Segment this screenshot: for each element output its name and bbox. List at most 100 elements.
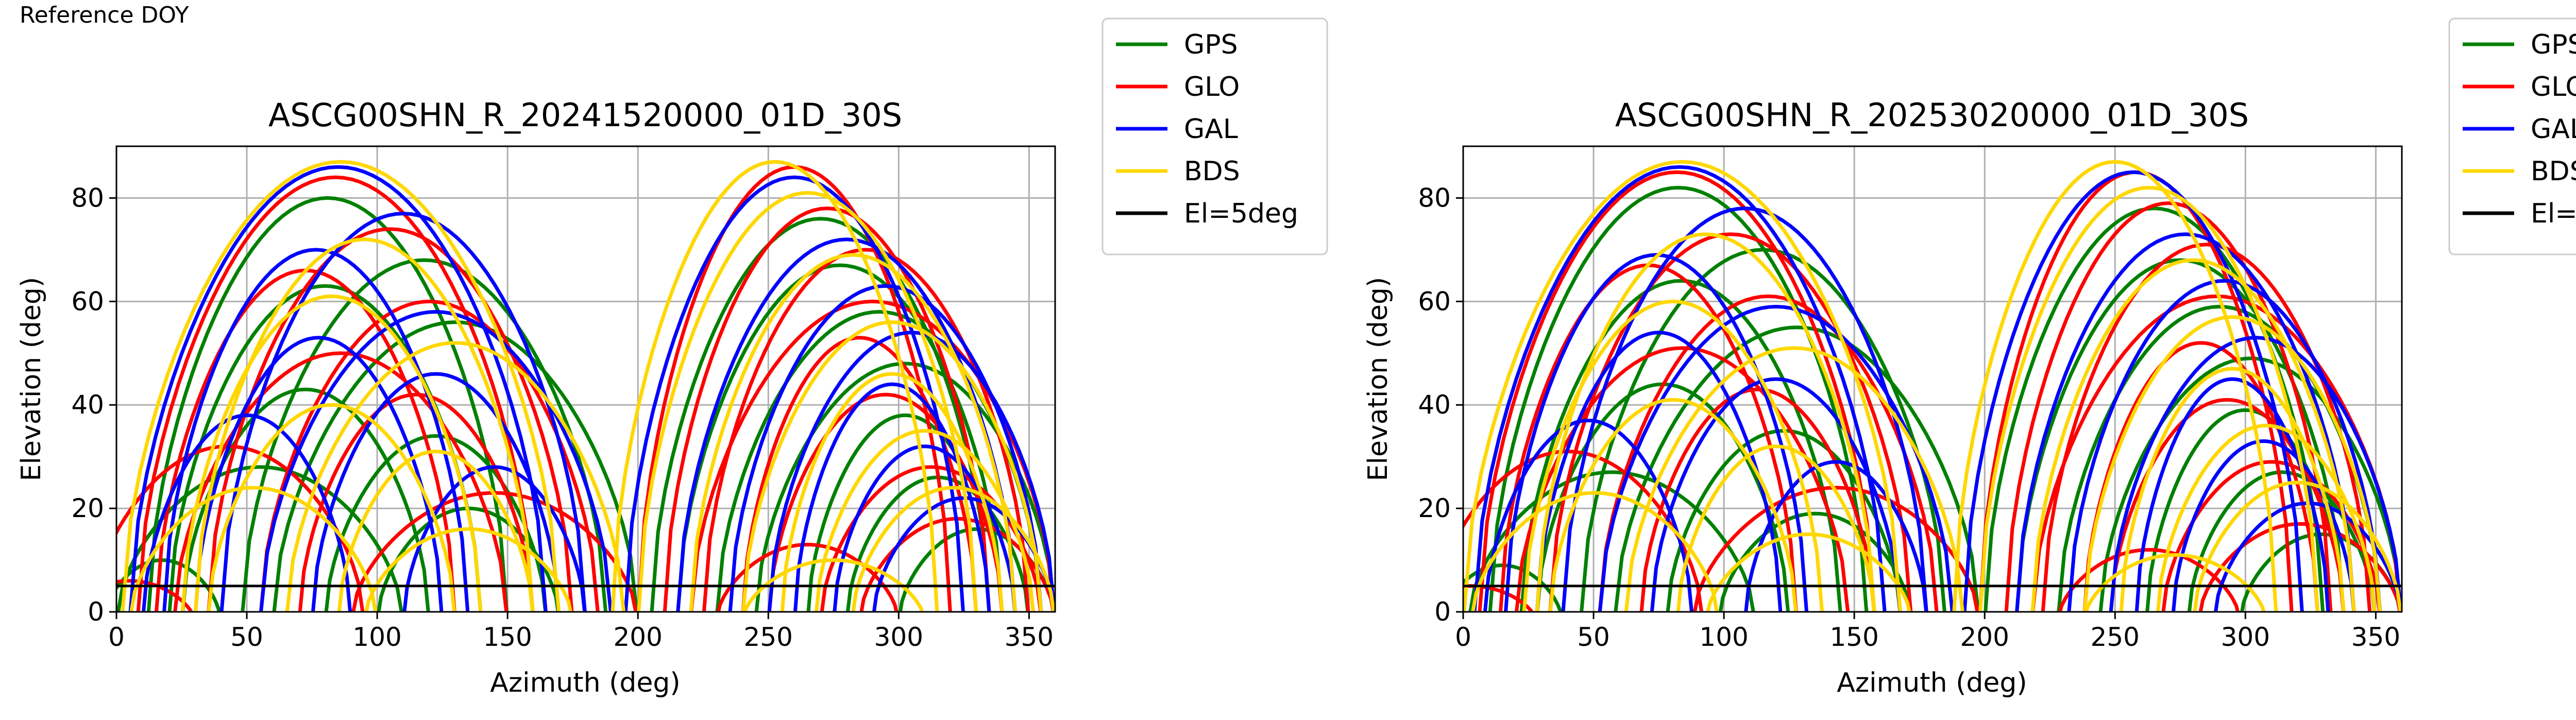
x-axis-ticks: 0 50 100 150 200 250 300 350 (108, 612, 1054, 652)
x-tick-label: 200 (1960, 622, 2009, 652)
x-tick-label: 50 (230, 622, 263, 652)
track-bds (1522, 299, 1824, 612)
track-glo (1548, 232, 1913, 612)
track-bds (285, 341, 626, 612)
track-bds (337, 450, 535, 612)
track-glo (116, 579, 194, 612)
x-axis-label: Azimuth (deg) (490, 667, 680, 698)
track-gal (676, 237, 1017, 612)
legend-label: GPS (1184, 29, 1238, 60)
legend: GPS GLO GAL BDS El=5deg (2448, 18, 2576, 255)
plot-frame (1462, 145, 2403, 613)
x-tick-label: 100 (352, 622, 401, 652)
track-bds (1706, 532, 1911, 612)
track-gal (1535, 331, 1783, 612)
track-bds (2193, 481, 2402, 612)
y-tick-label: 80 (1418, 183, 1451, 213)
legend-label: BDS (2531, 156, 2576, 187)
track-gal (219, 212, 587, 612)
track-bds (851, 486, 1055, 612)
x-tick-label: 200 (614, 622, 663, 652)
track-glo (259, 299, 600, 612)
track-bds (2030, 258, 2356, 612)
track-bds (611, 160, 939, 612)
track-bds (743, 558, 924, 612)
legend-box (1101, 18, 1328, 255)
track-gal (1598, 304, 1954, 612)
legend-label: El=5deg (1184, 198, 1298, 229)
y-axis-ticks: 0 20 40 60 80 (1418, 183, 1463, 627)
legend-label: GPS (2531, 29, 2576, 60)
track-bds (1952, 160, 2278, 612)
track-gps (1580, 248, 1946, 612)
track-glo (173, 351, 509, 612)
chart-title: ASCG00SHN_R_20241520000_01D_30S (268, 96, 902, 134)
x-tick-label: 350 (1005, 622, 1054, 652)
track-gal (1561, 207, 1928, 612)
track-gal (128, 165, 548, 612)
track-gal (1472, 165, 1887, 612)
legend-label: GLO (2531, 72, 2576, 102)
x-tick-label: 100 (1699, 622, 1748, 652)
y-tick-label: 40 (1418, 390, 1451, 420)
track-bds (1548, 398, 1798, 612)
y-tick-label: 60 (1418, 286, 1451, 316)
track-gal (311, 372, 561, 612)
track-bds (1676, 444, 1876, 612)
x-tick-label: 300 (2221, 622, 2270, 652)
track-gal (193, 336, 444, 612)
x-tick-label: 250 (2091, 622, 2140, 652)
track-bds (1471, 491, 1719, 612)
y-tick-label: 40 (71, 390, 104, 420)
track-bds (1624, 346, 1964, 612)
plot-frame (115, 145, 1056, 613)
x-tick-label: 150 (483, 622, 532, 652)
chart-panel-1: ASCG00SHN_R_20241520000_01D_30S 0 50 100 15… (16, 18, 1328, 698)
y-tick-label: 80 (71, 183, 104, 213)
legend-label: GAL (2531, 114, 2576, 145)
x-axis-label: Azimuth (deg) (1837, 667, 2027, 698)
legend: GPS GLO GAL BDS El=5deg (1101, 18, 1328, 255)
track-bds (207, 403, 456, 612)
x-tick-label: 350 (2351, 622, 2400, 652)
track-gal (767, 331, 1055, 612)
track-bds (2084, 553, 2266, 612)
x-tick-label: 0 (108, 622, 125, 652)
y-tick-label: 20 (71, 493, 104, 523)
y-tick-label: 20 (1418, 493, 1451, 523)
track-gal (2109, 336, 2402, 612)
reference-doy-label: Reference DOY (20, 2, 189, 28)
track-gal (1962, 170, 2304, 612)
x-axis-ticks: 0 50 100 150 200 250 300 350 (1455, 612, 2400, 652)
track-group (1463, 160, 2402, 612)
y-axis-ticks: 0 20 40 60 80 (71, 183, 116, 627)
track-bds (364, 527, 573, 612)
track-gps (272, 320, 639, 612)
track-gps (1519, 279, 1842, 612)
satellite-tracks (116, 160, 1055, 612)
track-bds (121, 160, 561, 612)
track-glo (2030, 294, 2402, 612)
y-axis-label: Elevation (deg) (1363, 277, 1394, 482)
chart-title: ASCG00SHN_R_20253020000_01D_30S (1615, 96, 2249, 134)
track-gps (1463, 563, 1562, 612)
track-bds (780, 372, 1004, 612)
x-tick-label: 0 (1455, 622, 1471, 652)
track-bds (689, 253, 1017, 612)
legend-label: GAL (1184, 114, 1238, 145)
track-bds (1463, 160, 1903, 612)
track-gps (1614, 325, 1980, 612)
track-gal (162, 248, 470, 612)
track-bds (2082, 315, 2382, 612)
track-bds (741, 320, 1043, 612)
track-gal (623, 175, 965, 612)
x-tick-label: 300 (874, 622, 923, 652)
track-glo (702, 248, 1030, 612)
x-tick-label: 50 (1577, 622, 1610, 652)
x-tick-label: 150 (1829, 622, 1878, 652)
y-tick-label: 60 (71, 286, 104, 316)
track-bds (1535, 232, 1876, 612)
chart-panel-2: ASCG00SHN_R_20253020000_01D_30S 0 50 100 15… (1363, 18, 2576, 698)
track-gps (146, 196, 509, 612)
